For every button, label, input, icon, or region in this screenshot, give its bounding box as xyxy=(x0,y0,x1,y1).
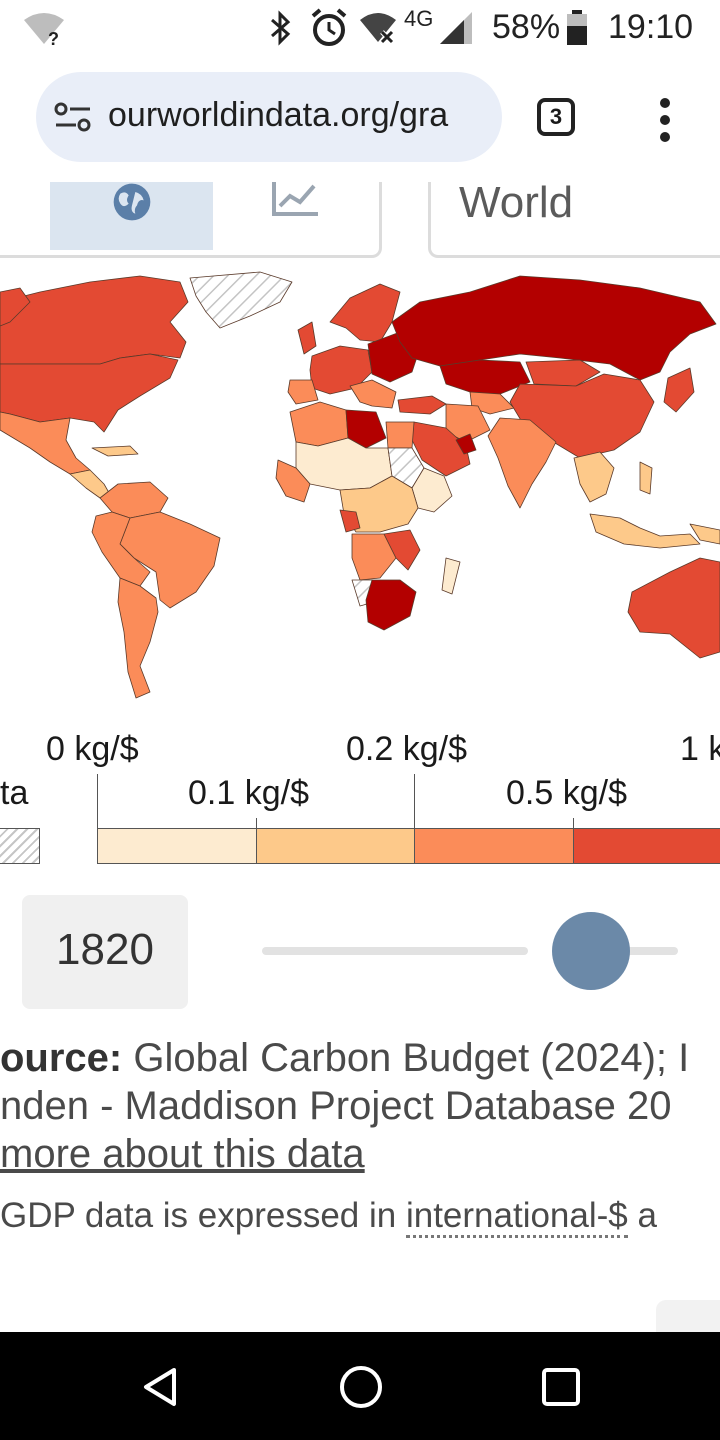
international-dollar-link[interactable]: international-$ xyxy=(405,1196,628,1238)
legend-bin[interactable] xyxy=(256,828,415,864)
line-chart-icon[interactable] xyxy=(270,182,320,218)
north-africa-west[interactable] xyxy=(289,401,349,447)
network-type: 4G xyxy=(404,6,434,31)
url-text[interactable]: ourworldindata.org/gra xyxy=(108,96,449,134)
source-label: ource: xyxy=(0,1036,123,1080)
recents-icon[interactable] xyxy=(540,1366,582,1408)
argentina-chile[interactable] xyxy=(117,577,159,699)
timeline-handle[interactable] xyxy=(551,912,630,990)
wifi-x-icon xyxy=(360,13,396,44)
legend-label-0: 0 kg/$ xyxy=(46,730,139,768)
home-icon[interactable] xyxy=(338,1364,384,1410)
tab-map[interactable] xyxy=(50,182,213,250)
southeast-asia[interactable] xyxy=(573,451,615,503)
learn-more-link[interactable]: more about this data xyxy=(0,1132,365,1176)
new-guinea[interactable] xyxy=(689,523,720,545)
signal-icon xyxy=(440,12,472,44)
alaska[interactable] xyxy=(0,287,31,327)
battery-percentage: 58% xyxy=(492,8,561,46)
source-line: ource: Global Carbon Budget (2024); I xyxy=(0,1036,689,1081)
legend-label-0-1: 0.1 kg/$ xyxy=(188,774,309,812)
greenland[interactable] xyxy=(189,271,293,329)
status-bar: ? 4G 58% 19:10 xyxy=(0,0,720,56)
south-africa[interactable] xyxy=(365,579,417,631)
australia[interactable] xyxy=(627,557,720,659)
indonesia[interactable] xyxy=(589,513,701,549)
legend-label-1: 1 k xyxy=(680,730,720,768)
kazakhstan[interactable] xyxy=(439,359,531,395)
entity-selector-label[interactable]: World xyxy=(459,178,574,227)
alarm-icon xyxy=(311,8,347,46)
mexico[interactable] xyxy=(0,411,91,475)
note-line: GDP data is expressed in international-$… xyxy=(0,1196,657,1238)
scandinavia[interactable] xyxy=(329,283,401,343)
legend-tick xyxy=(256,818,257,828)
legend-label-0-2: 0.2 kg/$ xyxy=(346,730,467,768)
iran[interactable] xyxy=(445,403,491,443)
globe-icon xyxy=(113,183,151,221)
menu-dots-icon[interactable] xyxy=(646,92,686,148)
legend-label-0-5: 0.5 kg/$ xyxy=(506,774,627,812)
legend-bin[interactable] xyxy=(573,828,720,864)
legend-no-data-label: ta xyxy=(0,774,29,812)
cuba[interactable] xyxy=(91,445,139,457)
west-africa[interactable] xyxy=(275,459,311,503)
gabon-congo[interactable] xyxy=(339,509,361,533)
svg-text:?: ? xyxy=(48,29,59,46)
legend-no-data-swatch[interactable] xyxy=(0,828,40,864)
legend-tick xyxy=(414,774,415,828)
legend-tick xyxy=(97,774,98,828)
timeline-track[interactable] xyxy=(262,947,528,955)
legend-bin[interactable] xyxy=(414,828,574,864)
battery-icon xyxy=(567,10,587,45)
mongolia[interactable] xyxy=(525,359,601,387)
gulf-states[interactable] xyxy=(455,433,477,455)
canada[interactable] xyxy=(0,275,189,365)
address-bar[interactable]: ourworldindata.org/gra xyxy=(36,72,502,162)
timeline-year[interactable]: 1820 xyxy=(56,925,154,974)
libya[interactable] xyxy=(345,409,387,449)
navigation-bar xyxy=(0,1332,720,1440)
india[interactable] xyxy=(487,417,557,509)
uk[interactable] xyxy=(297,321,317,355)
legend-tick xyxy=(573,818,574,828)
southern-africa-east[interactable] xyxy=(383,529,421,571)
sahel[interactable] xyxy=(295,437,393,491)
source-text-2: nden - Maddison Project Database 20 xyxy=(0,1084,672,1128)
peru-bolivia[interactable] xyxy=(91,511,151,587)
bluetooth-icon xyxy=(271,10,291,46)
egypt[interactable] xyxy=(385,421,415,449)
clock: 19:10 xyxy=(608,8,694,46)
source-text-1: Global Carbon Budget (2024); I xyxy=(133,1036,690,1080)
iberia[interactable] xyxy=(287,379,319,405)
note-text: GDP data is expressed in xyxy=(0,1196,406,1235)
legend-bin[interactable] xyxy=(97,828,257,864)
japan-korea[interactable] xyxy=(663,367,695,413)
saudi-arabia[interactable] xyxy=(411,421,471,477)
philippines[interactable] xyxy=(639,461,653,495)
madagascar[interactable] xyxy=(441,557,461,595)
note-text-suffix: a xyxy=(627,1196,657,1235)
timeline-track[interactable] xyxy=(622,947,678,955)
turkey[interactable] xyxy=(397,395,447,415)
wifi-question-icon: ? xyxy=(24,13,64,46)
back-icon[interactable] xyxy=(140,1366,182,1408)
tab-switcher-button[interactable]: 3 xyxy=(537,98,575,136)
timeline-year-box[interactable]: 1820 xyxy=(22,895,188,1009)
world-map[interactable] xyxy=(0,262,720,712)
site-info-icon[interactable] xyxy=(54,102,92,132)
italy-balkans[interactable] xyxy=(349,379,397,409)
entity-selector[interactable]: World xyxy=(428,178,720,258)
